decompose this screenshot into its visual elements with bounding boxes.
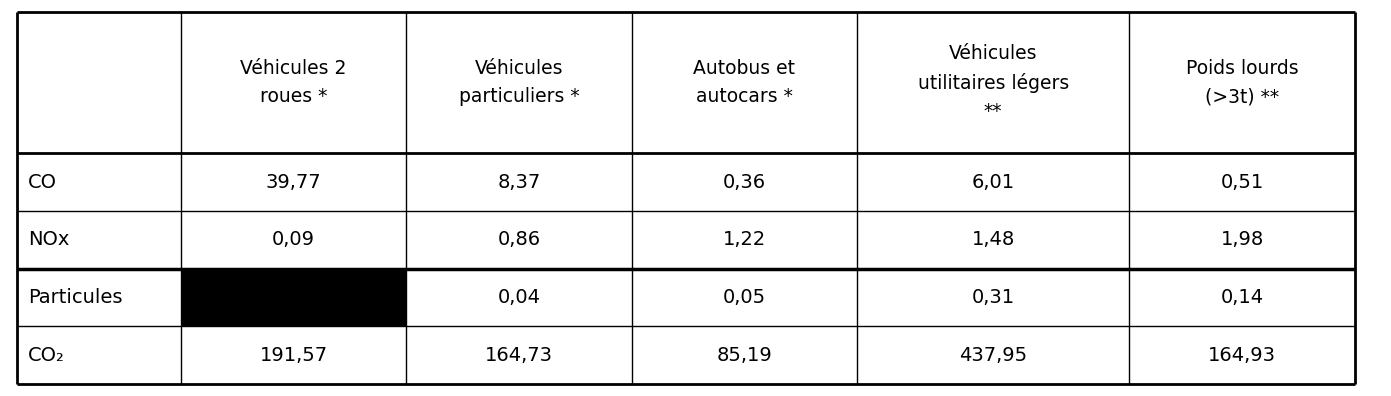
Text: 1,22: 1,22 xyxy=(722,230,766,249)
Text: 8,37: 8,37 xyxy=(497,173,541,192)
Text: 85,19: 85,19 xyxy=(716,346,772,365)
Text: 6,01: 6,01 xyxy=(971,173,1015,192)
Text: CO: CO xyxy=(28,173,57,192)
Text: 0,31: 0,31 xyxy=(971,288,1015,307)
Text: 0,36: 0,36 xyxy=(722,173,766,192)
Text: 191,57: 191,57 xyxy=(260,346,327,365)
Text: 437,95: 437,95 xyxy=(960,346,1027,365)
Text: 164,73: 164,73 xyxy=(485,346,552,365)
Text: CO₂: CO₂ xyxy=(28,346,65,365)
Text: 0,86: 0,86 xyxy=(497,230,541,249)
Text: 1,48: 1,48 xyxy=(971,230,1015,249)
Text: Véhicules
utilitaires légers
**: Véhicules utilitaires légers ** xyxy=(918,44,1068,121)
Text: Particules: Particules xyxy=(28,288,122,307)
Text: 1,98: 1,98 xyxy=(1220,230,1264,249)
Text: Autobus et
autocars *: Autobus et autocars * xyxy=(693,59,796,106)
Text: Véhicules 2
roues *: Véhicules 2 roues * xyxy=(241,59,346,106)
Text: 0,09: 0,09 xyxy=(273,230,314,249)
Text: 0,05: 0,05 xyxy=(722,288,766,307)
Text: 164,93: 164,93 xyxy=(1209,346,1276,365)
Text: Véhicules
particuliers *: Véhicules particuliers * xyxy=(459,59,579,106)
Text: 39,77: 39,77 xyxy=(266,173,321,192)
Text: 0,14: 0,14 xyxy=(1220,288,1264,307)
Bar xyxy=(181,269,406,326)
Text: Poids lourds
(>3t) **: Poids lourds (>3t) ** xyxy=(1187,59,1298,106)
Text: 0,51: 0,51 xyxy=(1220,173,1264,192)
Text: NOx: NOx xyxy=(28,230,70,249)
Text: 0,04: 0,04 xyxy=(498,288,540,307)
